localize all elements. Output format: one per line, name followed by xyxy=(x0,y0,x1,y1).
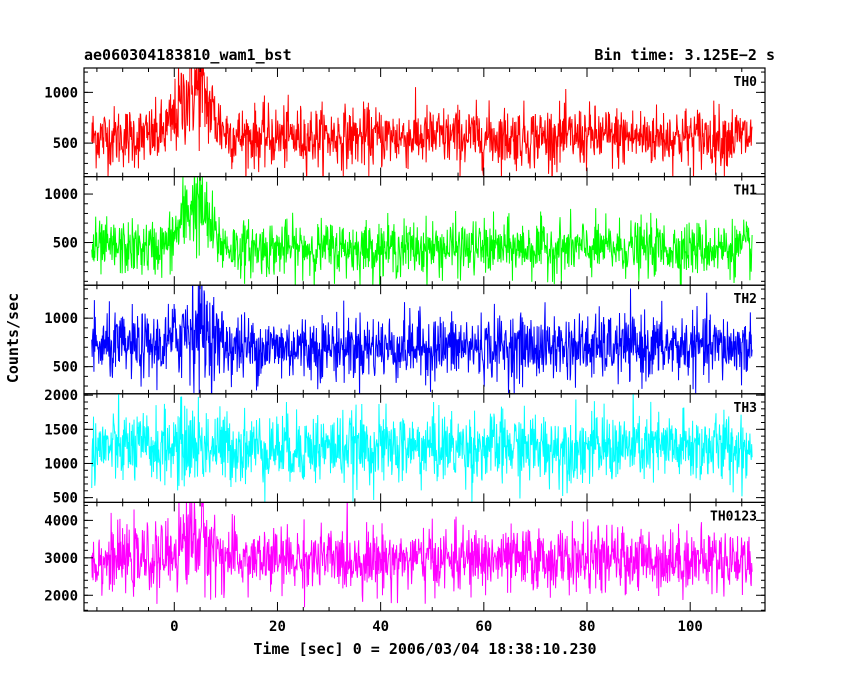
series-line-th1 xyxy=(91,176,753,286)
y-tick-label: 500 xyxy=(53,360,78,376)
y-tick-label: 1500 xyxy=(44,422,78,438)
x-tick-label: 40 xyxy=(372,619,389,635)
x-tick-label: 80 xyxy=(579,619,596,635)
series-line-th0123 xyxy=(91,502,753,608)
y-tick-label: 500 xyxy=(53,491,78,507)
x-tick-label: 100 xyxy=(678,619,703,635)
series-line-th3 xyxy=(91,393,753,503)
y-tick-label: 1000 xyxy=(44,187,78,203)
x-axis-label: Time [sec] 0 = 2006/03/04 18:38:10.230 xyxy=(253,640,596,658)
panel-label-th3: TH3 xyxy=(734,401,757,416)
y-tick-label: 1000 xyxy=(44,456,78,472)
panel-label-th0123: TH0123 xyxy=(710,509,757,524)
panel-label-th2: TH2 xyxy=(734,292,757,307)
title-left: ae060304183810_wam1_bst xyxy=(84,46,292,64)
y-tick-label: 500 xyxy=(53,136,78,152)
series-line-th2 xyxy=(91,285,753,394)
y-axis-label: Counts/sec xyxy=(4,293,22,383)
panel-label-th0: TH0 xyxy=(734,75,758,90)
panel-label-th1: TH1 xyxy=(734,184,758,199)
title-right: Bin time: 3.125E−2 s xyxy=(594,46,775,64)
y-tick-label: 4000 xyxy=(44,513,78,529)
y-tick-label: 3000 xyxy=(44,551,78,567)
y-tick-label: 1000 xyxy=(44,311,78,327)
x-tick-label: 0 xyxy=(170,619,178,635)
y-tick-label: 1000 xyxy=(44,85,78,101)
y-tick-label: 500 xyxy=(53,236,78,252)
panel-frame-th0123 xyxy=(83,501,766,612)
x-tick-label: 60 xyxy=(475,619,492,635)
x-tick-label: 20 xyxy=(269,619,286,635)
y-tick-label: 2000 xyxy=(44,588,78,604)
panels-group: TH05001000TH15001000TH25001000TH35001000… xyxy=(44,67,766,635)
y-tick-label: 2000 xyxy=(44,388,78,404)
